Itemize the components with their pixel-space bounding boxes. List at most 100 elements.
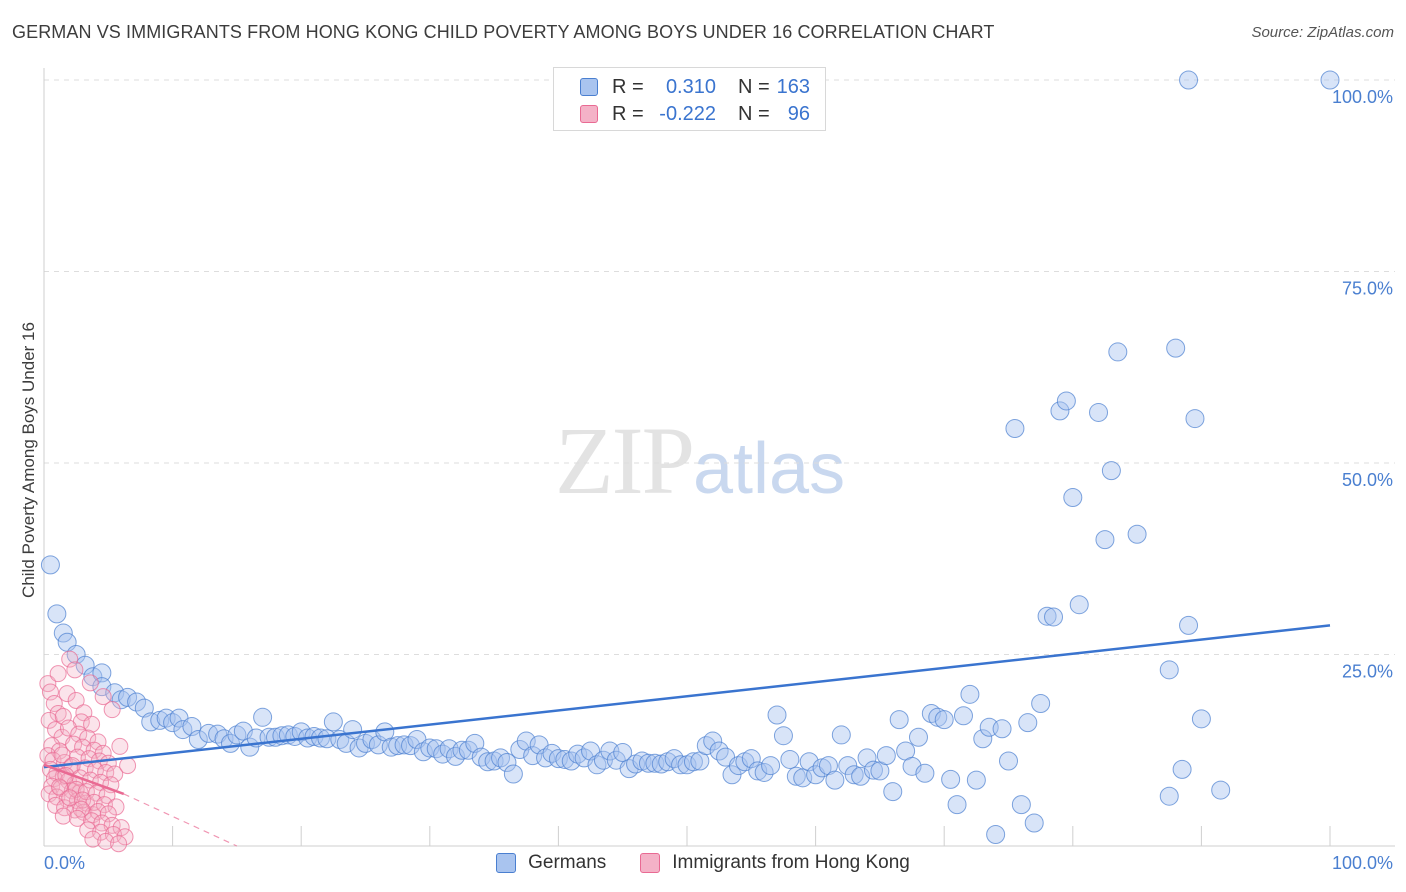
- germans-point: [761, 756, 781, 776]
- hongkong-point: [72, 800, 90, 818]
- germans-point: [947, 795, 967, 815]
- germans-label: Germans: [528, 852, 607, 873]
- germans-point: [883, 782, 903, 802]
- germans-point: [40, 555, 60, 575]
- germans-point: [53, 623, 73, 643]
- legend-row-germans: R = 0.310 N = 163: [580, 74, 810, 100]
- germans-point: [1044, 607, 1064, 627]
- hongkong-point: [103, 701, 121, 719]
- x-tick-label: 100.0%: [1332, 853, 1393, 873]
- legend-r-label: R =: [612, 102, 644, 125]
- hongkong-point: [99, 805, 117, 823]
- chart-title: GERMAN VS IMMIGRANTS FROM HONG KONG CHIL…: [12, 22, 995, 42]
- germans-point: [1159, 786, 1179, 806]
- germans-point: [1018, 713, 1038, 733]
- hongkong-point: [45, 695, 63, 713]
- hongkong-label: Immigrants from Hong Kong: [672, 852, 910, 873]
- hongkong-point: [61, 650, 79, 668]
- germans-swatch: [496, 853, 517, 873]
- germans-point: [953, 706, 973, 726]
- hongkong-trend-line: [43, 763, 125, 796]
- germans-point: [1037, 606, 1057, 626]
- y-tick-label: 75.0%: [1342, 279, 1393, 299]
- stats-legend: R = 0.310 N = 163 R = -0.222 N = 96: [553, 67, 826, 131]
- legend-swatch-pink: [580, 105, 598, 123]
- hongkong-point: [68, 809, 86, 827]
- legend-n-label: N =: [738, 102, 770, 125]
- germans-point: [818, 756, 838, 776]
- legend-item-germans[interactable]: Germans: [496, 852, 606, 874]
- germans-trend-line: [43, 624, 1331, 769]
- germans-points: [40, 70, 1340, 845]
- hongkong-point: [67, 780, 85, 798]
- germans-point: [844, 765, 864, 785]
- germans-point: [1095, 530, 1115, 550]
- y-tick-label: 100.0%: [1332, 87, 1393, 107]
- hongkong-point: [59, 719, 77, 737]
- germans-point: [876, 746, 896, 766]
- source-label: Source: ZipAtlas.com: [1251, 24, 1394, 41]
- legend-item-hongkong[interactable]: Immigrants from Hong Kong: [640, 852, 910, 874]
- hongkong-point: [56, 799, 74, 817]
- hongkong-point: [116, 828, 134, 846]
- germans-point: [394, 735, 414, 755]
- hongkong-point: [40, 711, 58, 729]
- y-axis-label: Child Poverty Among Boys Under 16: [19, 322, 38, 598]
- watermark-zip: ZIP: [555, 407, 695, 514]
- germans-point: [1031, 694, 1051, 714]
- axes: [43, 68, 1395, 847]
- y-tick-label: 25.0%: [1342, 662, 1393, 682]
- hongkong-point: [65, 735, 83, 753]
- hongkong-point: [97, 832, 115, 850]
- germans-point: [941, 769, 961, 789]
- germans-point: [889, 710, 909, 730]
- hongkong-point: [54, 807, 72, 825]
- germans-point: [75, 655, 95, 675]
- hongkong-point: [93, 814, 111, 832]
- hongkong-point: [83, 812, 101, 830]
- germans-point: [966, 770, 986, 790]
- germans-point: [831, 725, 851, 745]
- germans-point: [613, 743, 633, 763]
- legend-n-label: N =: [738, 75, 770, 98]
- germans-point: [1166, 338, 1186, 358]
- germans-point: [915, 763, 935, 783]
- hongkong-swatch: [640, 853, 661, 873]
- germans-point: [1191, 709, 1211, 729]
- germans-point: [188, 730, 208, 750]
- germans-point: [1320, 70, 1340, 90]
- germans-point: [1211, 780, 1231, 800]
- germans-point: [741, 749, 761, 769]
- germans-point: [1127, 524, 1147, 544]
- germans-point: [857, 748, 877, 768]
- germans-point: [960, 684, 980, 704]
- germans-point: [497, 753, 517, 773]
- hongkong-point: [67, 691, 85, 709]
- hongkong-point: [58, 685, 76, 703]
- germans-point: [1159, 660, 1179, 680]
- germans-point: [780, 749, 800, 769]
- germans-point: [118, 687, 138, 707]
- hongkong-point: [111, 737, 129, 755]
- germans-point: [703, 731, 723, 751]
- germans-point: [683, 752, 703, 772]
- hongkong-points: [39, 650, 137, 853]
- germans-point: [1089, 402, 1109, 422]
- hongkong-point: [85, 741, 103, 759]
- germans-point: [1005, 419, 1025, 439]
- germans-point: [863, 760, 883, 780]
- germans-point: [793, 768, 813, 788]
- hongkong-point: [49, 665, 67, 683]
- germans-point: [1185, 409, 1205, 429]
- watermark-atlas: atlas: [693, 429, 846, 509]
- hongkong-point: [94, 688, 112, 706]
- hongkong-point: [50, 778, 68, 796]
- germans-point: [999, 751, 1018, 771]
- legend-row-hongkong: R = -0.222 N = 96: [580, 101, 810, 127]
- series-legend: Germans Immigrants from Hong Kong: [0, 852, 1406, 874]
- tick-labels: 25.0% 50.0% 75.0% 100.0% 0.0% 100.0%: [44, 87, 1393, 873]
- x-tick-label: 0.0%: [44, 853, 85, 873]
- germans-point: [1063, 487, 1083, 507]
- germans-point: [1172, 759, 1192, 779]
